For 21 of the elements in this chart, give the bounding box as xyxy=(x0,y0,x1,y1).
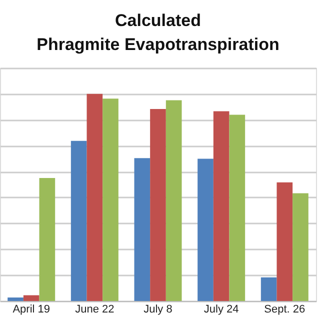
x-tick-label: Sept. 26 xyxy=(264,304,306,316)
bar xyxy=(198,158,214,301)
bar xyxy=(292,193,308,301)
bar xyxy=(134,158,150,301)
chart-title: Calculated Phragmite Evapotranspiration xyxy=(36,11,280,54)
x-tick-label: July 8 xyxy=(144,304,172,316)
bar xyxy=(276,182,293,301)
bar xyxy=(102,98,118,301)
bar xyxy=(229,114,246,301)
bar xyxy=(86,94,103,301)
bar xyxy=(8,297,24,301)
bar xyxy=(23,295,40,301)
x-tick-label: April 19 xyxy=(12,304,50,316)
x-tick-label: July 24 xyxy=(204,304,239,316)
bar xyxy=(260,277,277,301)
x-tick-label: June 22 xyxy=(75,304,114,316)
bar xyxy=(213,111,230,301)
bar xyxy=(70,140,87,301)
bar xyxy=(39,178,56,301)
bar xyxy=(150,109,166,301)
bar xyxy=(166,100,182,301)
